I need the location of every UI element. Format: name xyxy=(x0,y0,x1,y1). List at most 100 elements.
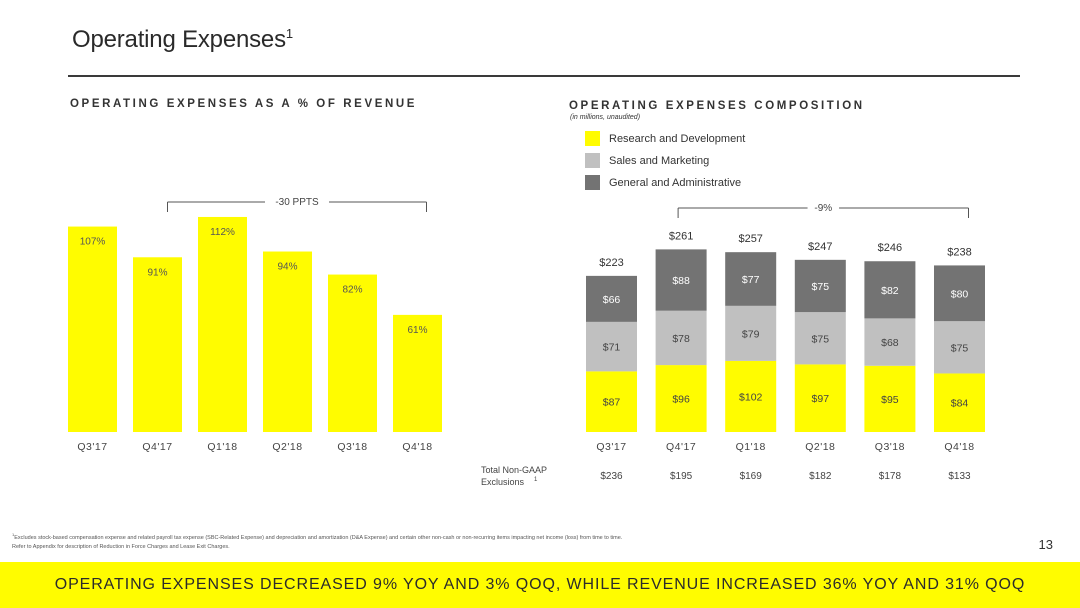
pct-bar-value-5: 61% xyxy=(407,325,427,336)
stack-total-0: $223 xyxy=(599,257,623,269)
pct-bar-value-1: 91% xyxy=(147,267,167,278)
stack-seg-label-2-1: $88 xyxy=(672,275,690,287)
exclusion-value-5: $133 xyxy=(948,471,971,482)
stack-total-3: $247 xyxy=(808,241,832,253)
stack-seg-label-1-1: $78 xyxy=(672,333,690,345)
pct-bar-value-2: 112% xyxy=(210,227,235,238)
stack-seg-1-0 xyxy=(586,321,637,372)
footnote-line-1-text: Excludes stock-based compensation expens… xyxy=(14,534,623,541)
legend-swatch-sm xyxy=(585,153,600,168)
pct-bar-5 xyxy=(393,314,442,432)
right-chart-subtitle: (in millions, unaudited) xyxy=(570,114,641,121)
stack-seg-0-2 xyxy=(725,360,777,432)
exclusion-value-1: $195 xyxy=(670,471,693,482)
pct-bar-value-4: 82% xyxy=(342,285,362,296)
stack-seg-label-2-2: $77 xyxy=(742,274,760,286)
stack-seg-2-4 xyxy=(864,261,916,319)
legend-label-sm: Sales and Marketing xyxy=(609,154,710,167)
footnote: 1Excludes stock-based compensation expen… xyxy=(12,530,912,552)
pct-x-tick-5: Q4'18 xyxy=(402,441,432,453)
pct-bar-1 xyxy=(133,257,182,432)
stack-seg-0-4 xyxy=(864,365,916,432)
exclusion-value-0: $236 xyxy=(600,471,623,482)
stack-seg-0-5 xyxy=(934,373,985,432)
footnote-line-1: 1Excludes stock-based compensation expen… xyxy=(12,530,912,543)
stack-seg-2-3 xyxy=(794,259,846,313)
stack-total-2: $257 xyxy=(738,233,762,245)
pct-bar-3 xyxy=(263,251,312,432)
stack-seg-label-1-3: $75 xyxy=(812,333,830,345)
stack-seg-label-0-2: $102 xyxy=(739,391,763,403)
stack-x-tick-2: Q1'18 xyxy=(736,441,766,453)
pct-bar-4 xyxy=(328,274,377,432)
stack-x-tick-5: Q4'18 xyxy=(944,441,974,453)
pct-bar-0 xyxy=(68,226,117,432)
left-chart-title: OPERATING EXPENSES AS A % OF REVENUE xyxy=(70,98,418,110)
legend-label-rd: Research and Development xyxy=(609,132,746,145)
opex-pct-revenue-chart: 107% Q3'17 91% Q4'17 112% Q1'18 94% Q2'18 82% Q3'… xyxy=(68,197,442,453)
footnote-mark: 1 xyxy=(12,532,15,537)
legend-label-ga: General and Administrative xyxy=(609,176,742,189)
composition-legend: Research and Development Sales and Marke… xyxy=(585,131,745,197)
charts-canvas: 107% Q3'17 91% Q4'17 112% Q1'18 94% Q2'18 82% Q3'… xyxy=(68,197,985,487)
composition-annotation-label: -9% xyxy=(814,203,832,214)
stack-seg-1-4 xyxy=(864,318,916,366)
exclusions-label-line-1: Total Non-GAAP xyxy=(481,465,547,475)
stack-seg-label-2-3: $75 xyxy=(812,281,830,293)
stack-x-tick-1: Q4'17 xyxy=(666,441,696,453)
stack-total-1: $261 xyxy=(669,230,693,242)
page-number: 13 xyxy=(1038,537,1053,552)
stack-total-4: $246 xyxy=(878,242,902,254)
stack-seg-label-1-0: $71 xyxy=(603,342,621,354)
stack-seg-2-1 xyxy=(655,249,707,311)
pct-bar-value-0: 107% xyxy=(80,237,106,248)
stack-seg-1-3 xyxy=(794,312,846,365)
exclusions-footnote-mark: 1 xyxy=(534,477,538,483)
stack-seg-label-0-1: $96 xyxy=(672,394,690,406)
exclusion-value-2: $169 xyxy=(740,471,763,482)
pct-x-tick-4: Q3'18 xyxy=(337,441,367,453)
legend-swatch-ga xyxy=(585,175,600,190)
pct-x-tick-2: Q1'18 xyxy=(207,441,237,453)
opex-composition-chart: $87 $71 $66 $223 Q3'17 $236 $96 $78 $88 $261 Q4'17… xyxy=(481,203,985,487)
stack-seg-label-1-5: $75 xyxy=(951,342,969,354)
pct-annotation-label: -30 PPTS xyxy=(275,197,319,208)
stack-seg-label-0-0: $87 xyxy=(603,397,621,409)
stack-seg-2-2 xyxy=(725,252,777,306)
stack-seg-1-1 xyxy=(655,310,707,366)
stack-seg-label-2-4: $82 xyxy=(881,285,899,297)
pct-x-tick-3: Q2'18 xyxy=(272,441,302,453)
stack-seg-2-0 xyxy=(586,275,637,322)
stack-seg-label-1-2: $79 xyxy=(742,328,760,340)
stack-seg-label-1-4: $68 xyxy=(881,337,899,349)
stack-seg-0-1 xyxy=(655,365,707,432)
stack-x-tick-0: Q3'17 xyxy=(596,441,626,453)
pct-x-tick-1: Q4'17 xyxy=(142,441,172,453)
summary-banner: OPERATING EXPENSES DECREASED 9% YOY AND … xyxy=(0,562,1080,608)
stack-seg-label-0-5: $84 xyxy=(951,398,969,410)
legend-item-rd: Research and Development xyxy=(585,131,745,146)
pct-x-tick-0: Q3'17 xyxy=(77,441,107,453)
page-title: Operating Expenses1 xyxy=(72,26,293,54)
stack-x-tick-4: Q3'18 xyxy=(875,441,905,453)
stack-seg-label-2-5: $80 xyxy=(951,288,969,300)
legend-item-ga: General and Administrative xyxy=(585,175,745,190)
exclusions-label-line-2: Exclusions xyxy=(481,477,525,487)
stack-seg-label-2-0: $66 xyxy=(603,294,621,306)
title-footnote-mark: 1 xyxy=(285,26,293,41)
stack-seg-0-0 xyxy=(586,371,637,432)
stack-total-5: $238 xyxy=(947,246,971,258)
exclusion-value-3: $182 xyxy=(809,471,832,482)
page-title-text: Operating Expenses xyxy=(72,26,286,53)
pct-bar-value-3: 94% xyxy=(277,262,297,273)
stack-seg-2-5 xyxy=(934,265,985,322)
stack-seg-label-0-3: $97 xyxy=(812,393,830,405)
banner-text: OPERATING EXPENSES DECREASED 9% YOY AND … xyxy=(54,576,1026,593)
stack-seg-label-0-4: $95 xyxy=(881,394,899,406)
title-divider xyxy=(68,75,1020,77)
stack-seg-0-3 xyxy=(794,364,846,432)
pct-bar-2 xyxy=(198,216,247,432)
legend-item-sm: Sales and Marketing xyxy=(585,153,745,168)
footnote-line-2: Refer to Appendix for description of Red… xyxy=(12,543,230,550)
stack-x-tick-3: Q2'18 xyxy=(805,441,835,453)
